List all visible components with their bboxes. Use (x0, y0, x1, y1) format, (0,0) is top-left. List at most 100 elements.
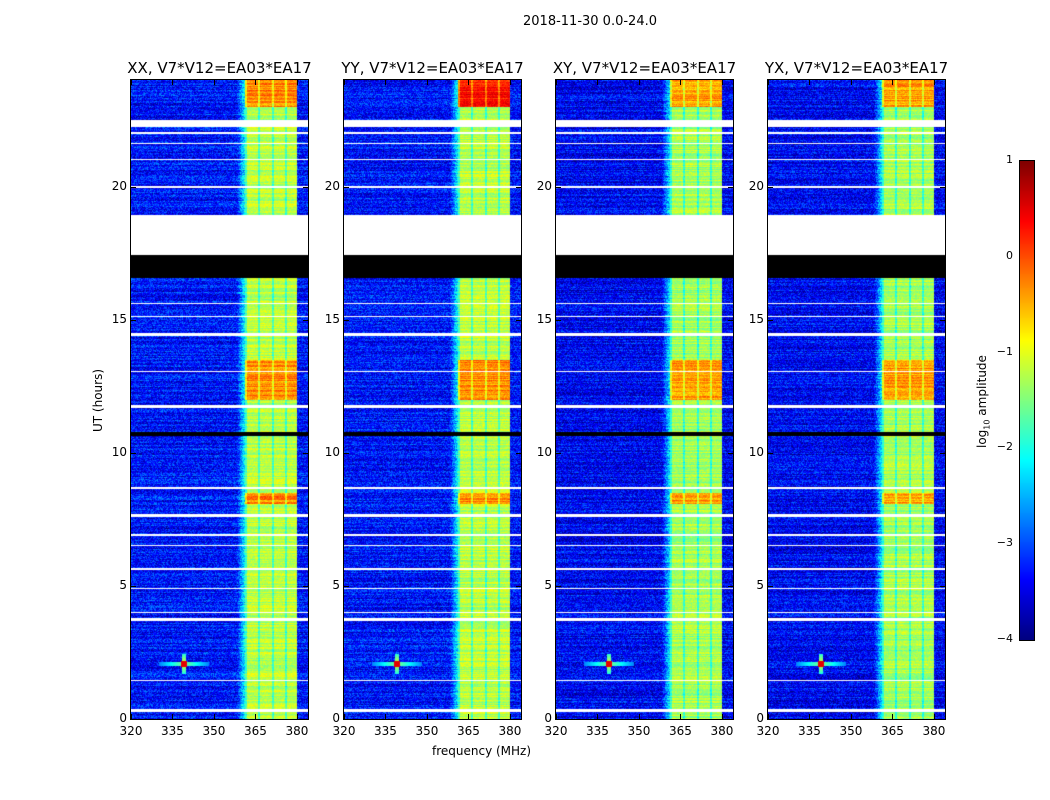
y-tick-mark (516, 585, 521, 587)
colorbar (1019, 160, 1035, 641)
colorbar-label: log10 amplitude (975, 355, 991, 448)
colorbar-tick-label: −1 (996, 344, 1013, 358)
y-axis-label: UT (hours) (91, 368, 105, 432)
x-tick-mark (556, 80, 557, 85)
y-tick-mark (556, 719, 561, 720)
y-tick-label: 15 (111, 311, 127, 326)
x-tick-mark (933, 714, 935, 719)
y-tick-mark (303, 186, 308, 188)
y-tick-mark (940, 452, 945, 454)
x-tick-label: 380 (922, 724, 946, 738)
x-tick-mark (385, 80, 387, 85)
y-tick-mark (344, 452, 349, 454)
y-tick-label: 20 (536, 178, 552, 193)
x-tick-mark (131, 80, 132, 85)
x-tick-label: 365 (457, 724, 480, 738)
y-tick-mark (768, 319, 773, 321)
y-tick-mark (344, 319, 349, 321)
x-tick-mark (172, 714, 174, 719)
x-tick-mark (933, 80, 935, 85)
x-tick-mark (509, 714, 511, 719)
y-tick-label: 15 (536, 311, 552, 326)
spectrogram-heatmap (131, 80, 308, 719)
y-tick-label: 0 (332, 711, 340, 725)
x-tick-label: 320 (544, 724, 568, 738)
spectrogram-panel (555, 79, 734, 720)
x-tick-label: 380 (285, 724, 309, 738)
y-tick-label: 15 (324, 311, 340, 326)
x-tick-label: 320 (332, 724, 356, 738)
x-tick-label: 380 (498, 724, 522, 738)
y-tick-mark (303, 585, 308, 587)
y-tick-mark (556, 585, 561, 587)
y-tick-mark (344, 719, 349, 720)
x-tick-label: 365 (244, 724, 267, 738)
x-tick-mark (556, 714, 557, 719)
y-tick-mark (516, 186, 521, 188)
x-tick-mark (768, 714, 769, 719)
colorbar-label-main: log (975, 429, 989, 448)
x-axis-label: frequency (MHz) (432, 744, 532, 758)
x-tick-label: 320 (119, 724, 143, 738)
x-tick-mark (850, 714, 852, 719)
y-tick-mark (940, 319, 945, 321)
y-tick-mark (131, 319, 136, 321)
spectrogram-heatmap (344, 80, 521, 719)
spectrogram-heatmap (768, 80, 945, 719)
y-tick-label: 10 (748, 444, 764, 459)
spectrogram-panel (130, 79, 309, 720)
y-tick-mark (131, 452, 136, 454)
x-tick-mark (344, 714, 345, 719)
y-tick-mark (728, 186, 733, 188)
y-tick-label: 10 (324, 444, 340, 459)
x-tick-label: 350 (627, 724, 651, 738)
x-tick-mark (721, 714, 723, 719)
y-tick-label: 0 (544, 711, 552, 725)
y-tick-mark (728, 319, 733, 321)
x-tick-label: 350 (415, 724, 439, 738)
y-tick-label: 5 (119, 577, 127, 592)
y-tick-label: 15 (748, 311, 764, 326)
figure-title: 2018-11-30 0.0-24.0 (523, 14, 657, 29)
y-tick-mark (556, 452, 561, 454)
y-tick-label: 20 (111, 178, 127, 193)
y-tick-mark (303, 719, 308, 720)
x-tick-mark (255, 80, 257, 85)
colorbar-tick-label: −2 (996, 440, 1013, 454)
x-tick-mark (809, 80, 811, 85)
y-tick-label: 5 (756, 577, 764, 592)
y-tick-mark (728, 585, 733, 587)
spectrogram-panel (767, 79, 946, 720)
y-tick-mark (940, 719, 945, 720)
y-tick-label: 5 (332, 577, 340, 592)
panel-title: XY, V7*V12=EA03*EA17 (552, 59, 737, 77)
x-tick-mark (468, 80, 470, 85)
x-tick-label: 320 (756, 724, 780, 738)
x-tick-mark (892, 714, 894, 719)
y-tick-mark (768, 719, 773, 720)
colorbar-tick-label: 0 (1006, 248, 1013, 262)
x-tick-mark (768, 80, 769, 85)
y-tick-mark (131, 719, 136, 720)
spectrogram-panel (343, 79, 522, 720)
x-tick-mark (809, 714, 811, 719)
spectrogram-heatmap (556, 80, 733, 719)
y-tick-mark (768, 585, 773, 587)
y-tick-mark (303, 452, 308, 454)
x-tick-label: 335 (586, 724, 609, 738)
x-tick-label: 380 (710, 724, 734, 738)
panel-title: XX, V7*V12=EA03*EA17 (127, 59, 312, 77)
colorbar-label-sub: 10 (982, 419, 992, 430)
colorbar-gradient (1020, 161, 1034, 640)
x-tick-mark (296, 714, 298, 719)
x-tick-label: 335 (161, 724, 184, 738)
y-tick-mark (728, 719, 733, 720)
x-tick-mark (721, 80, 723, 85)
colorbar-label-rest: amplitude (975, 355, 989, 420)
x-tick-mark (385, 714, 387, 719)
y-tick-mark (516, 319, 521, 321)
x-tick-mark (638, 80, 640, 85)
y-tick-label: 10 (111, 444, 127, 459)
y-tick-mark (516, 452, 521, 454)
y-tick-mark (728, 452, 733, 454)
